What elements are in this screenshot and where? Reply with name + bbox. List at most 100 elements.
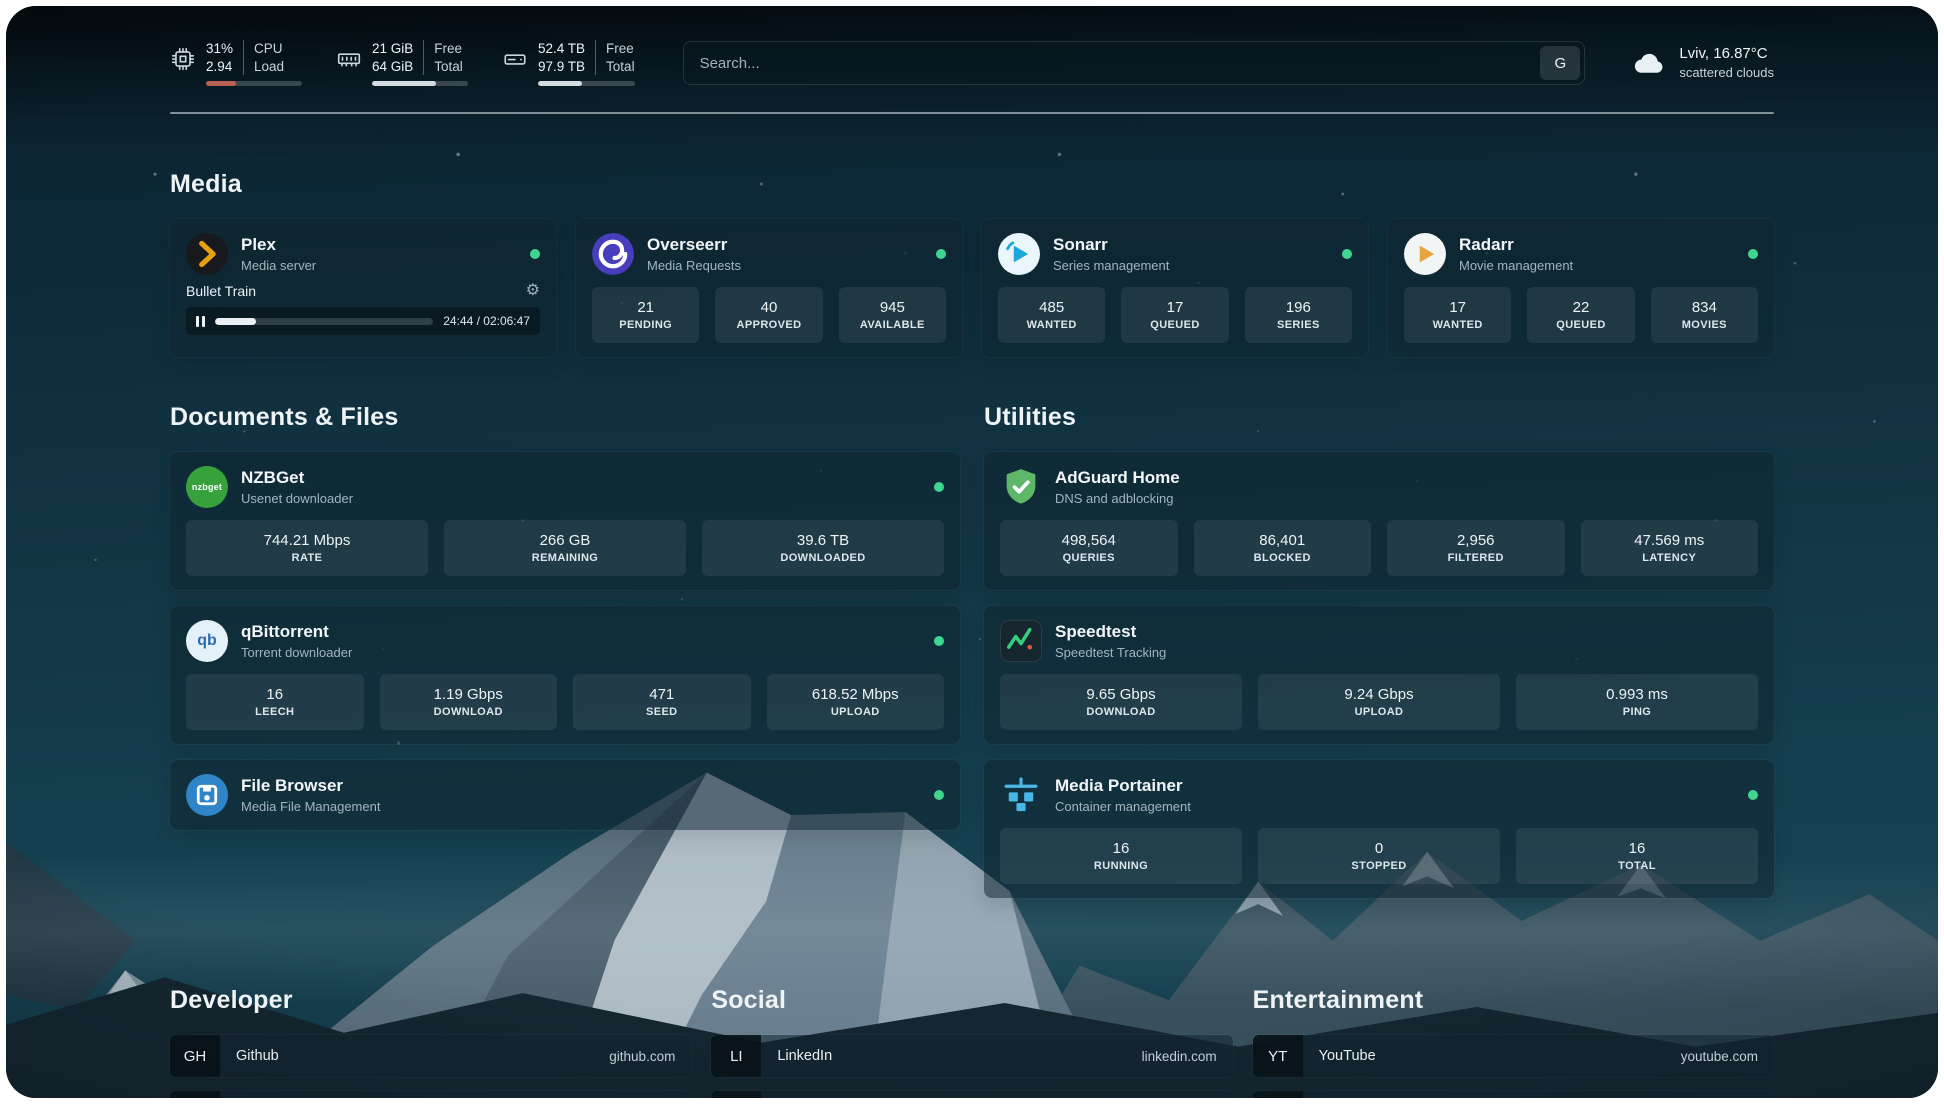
stat-tile: 498,564 QUERIES	[1000, 520, 1178, 577]
stat-value: 471	[649, 686, 675, 704]
stat-value: 945	[879, 299, 905, 317]
bookmark-row-github[interactable]: GH Github github.com	[170, 1035, 692, 1078]
bookmark-row-youtube[interactable]: YT YouTube youtube.com	[1252, 1035, 1774, 1078]
stat-label: DOWNLOADED	[780, 552, 866, 565]
adguard-shield-icon	[1000, 466, 1042, 508]
stat-tile: 945 AVAILABLE	[838, 287, 946, 344]
stat-tile: 196 SERIES	[1244, 287, 1352, 344]
stat-value: 618.52 Mbps	[811, 686, 899, 704]
service-subtitle: Media server	[241, 257, 317, 273]
stat-tile: 86,401 BLOCKED	[1193, 520, 1371, 577]
stat-tile: 16 RUNNING	[1000, 828, 1242, 885]
bookmark-row-netflix[interactable]: NF Netflix netflix.com	[1252, 1091, 1774, 1098]
search-bar: G	[682, 41, 1586, 86]
plex-icon	[186, 233, 228, 276]
stat-label: WANTED	[1432, 319, 1483, 332]
service-name: Speedtest	[1055, 622, 1137, 642]
bookmark-row-stackoverflow[interactable]: SO StackOverflow stackoverflow.com	[170, 1091, 692, 1098]
stat-label: LATENCY	[1642, 552, 1697, 565]
memory-total-value: 64 GiB	[372, 58, 414, 74]
stat-tile: 9.24 Gbps UPLOAD	[1258, 674, 1500, 731]
stat-label: MOVIES	[1681, 319, 1727, 332]
stat-tile: 471 SEED	[573, 674, 751, 731]
memory-total-label: Total	[434, 58, 463, 74]
service-card-plex[interactable]: Plex Media server Bullet Train ⚙ 24:44 /…	[170, 219, 556, 358]
service-subtitle: Usenet downloader	[241, 490, 354, 506]
service-card-adguard[interactable]: AdGuard Home DNS and adblocking 498,564 …	[984, 452, 1774, 591]
stat-label: FILTERED	[1447, 552, 1504, 565]
service-card-sonarr[interactable]: Sonarr Series management 485 WANTED 17 Q…	[982, 219, 1368, 358]
disk-free-label: Free	[606, 41, 634, 56]
service-card-filebrowser[interactable]: File Browser Media File Management	[170, 760, 960, 831]
stat-value: 1.19 Gbps	[433, 686, 503, 704]
stat-tile: 17 WANTED	[1404, 287, 1512, 344]
cpu-label: CPU	[254, 41, 283, 56]
bookmark-url: linkedin.com	[1141, 1048, 1217, 1064]
service-subtitle: Speedtest Tracking	[1055, 644, 1167, 660]
stat-value: 0.993 ms	[1606, 686, 1668, 704]
stat-tile: 266 GB REMAINING	[444, 520, 686, 577]
stat-tile: 0.993 ms PING	[1516, 674, 1758, 731]
cpu-widget: 31% 2.94 CPU Load	[170, 40, 302, 87]
cpu-usage-bar	[206, 81, 302, 87]
status-dot	[934, 636, 944, 647]
stat-value: 47.569 ms	[1634, 532, 1705, 550]
stat-label: REMAINING	[531, 552, 599, 565]
topbar-divider	[170, 112, 1774, 115]
section-title-entertainment: Entertainment	[1252, 986, 1424, 1015]
memory-usage-bar	[372, 81, 468, 87]
stat-value: 16	[266, 686, 284, 704]
stat-label: QUEUED	[1150, 319, 1200, 332]
playback-progress[interactable]	[215, 317, 434, 325]
radarr-icon	[1404, 233, 1446, 276]
now-playing-title: Bullet Train	[186, 283, 257, 300]
weather-location-temp: Lviv, 16.87°C	[1679, 45, 1768, 63]
memory-free-value: 21 GiB	[372, 41, 414, 56]
plex-player-bar[interactable]: 24:44 / 02:06:47	[186, 307, 540, 336]
service-name: Radarr	[1459, 235, 1514, 255]
service-subtitle: Media File Management	[241, 798, 381, 814]
disk-icon	[502, 46, 528, 72]
stat-tile: 16 TOTAL	[1516, 828, 1758, 885]
service-name: AdGuard Home	[1055, 468, 1180, 488]
bookmarks-social: Social LI LinkedIn linkedin.com TW Twitt…	[711, 986, 1233, 1098]
service-card-speedtest[interactable]: Speedtest Speedtest Tracking 9.65 Gbps D…	[984, 606, 1774, 745]
service-card-portainer[interactable]: Media Portainer Container management 16 …	[984, 760, 1774, 899]
stat-label: RATE	[291, 552, 323, 565]
stat-value: 0	[1374, 840, 1384, 858]
filebrowser-icon	[186, 774, 228, 817]
pause-icon[interactable]	[196, 315, 205, 327]
stat-tile: 0 STOPPED	[1258, 828, 1500, 885]
service-name: File Browser	[241, 776, 344, 796]
bookmark-row-linkedin[interactable]: LI LinkedIn linkedin.com	[711, 1035, 1233, 1078]
stat-label: PENDING	[619, 319, 673, 332]
bookmark-abbr: NF	[1252, 1091, 1303, 1098]
service-card-nzbget[interactable]: nzbget NZBGet Usenet downloader 744.21 M…	[170, 452, 960, 591]
stat-label: LEECH	[255, 706, 295, 719]
stat-tile: 21 PENDING	[592, 287, 700, 344]
ram-icon	[336, 46, 362, 72]
search-input[interactable]	[687, 54, 1541, 72]
search-provider-button[interactable]: G	[1540, 46, 1581, 81]
bookmark-abbr: YT	[1252, 1035, 1303, 1078]
stat-value: 16	[1112, 840, 1130, 858]
service-subtitle: DNS and adblocking	[1055, 490, 1174, 506]
stat-tile: 17 QUEUED	[1121, 287, 1229, 344]
system-stats: 31% 2.94 CPU Load	[170, 40, 635, 87]
bookmark-row-twitter[interactable]: TW Twitter twitter.com	[711, 1091, 1233, 1098]
service-name: Plex	[241, 235, 276, 255]
service-subtitle: Container management	[1055, 798, 1191, 814]
service-card-radarr[interactable]: Radarr Movie management 17 WANTED 22 QUE…	[1388, 219, 1774, 358]
playback-time: 24:44 / 02:06:47	[443, 314, 530, 329]
service-card-qbittorrent[interactable]: qb qBittorrent Torrent downloader 16 LEE…	[170, 606, 960, 745]
section-title-media: Media	[170, 170, 242, 199]
service-card-overseerr[interactable]: Overseerr Media Requests 21 PENDING 40 A…	[576, 219, 962, 358]
nzbget-icon: nzbget	[186, 466, 228, 509]
status-dot	[934, 790, 944, 801]
settings-gear-icon[interactable]: ⚙	[525, 282, 540, 300]
stat-label: UPLOAD	[1354, 706, 1404, 719]
stat-tile: 39.6 TB DOWNLOADED	[702, 520, 944, 577]
cpu-load-value: 2.94	[206, 58, 233, 74]
section-documents: Documents & Files nzbget NZBGet Usenet d…	[170, 403, 960, 846]
weather-condition: scattered clouds	[1679, 65, 1774, 81]
